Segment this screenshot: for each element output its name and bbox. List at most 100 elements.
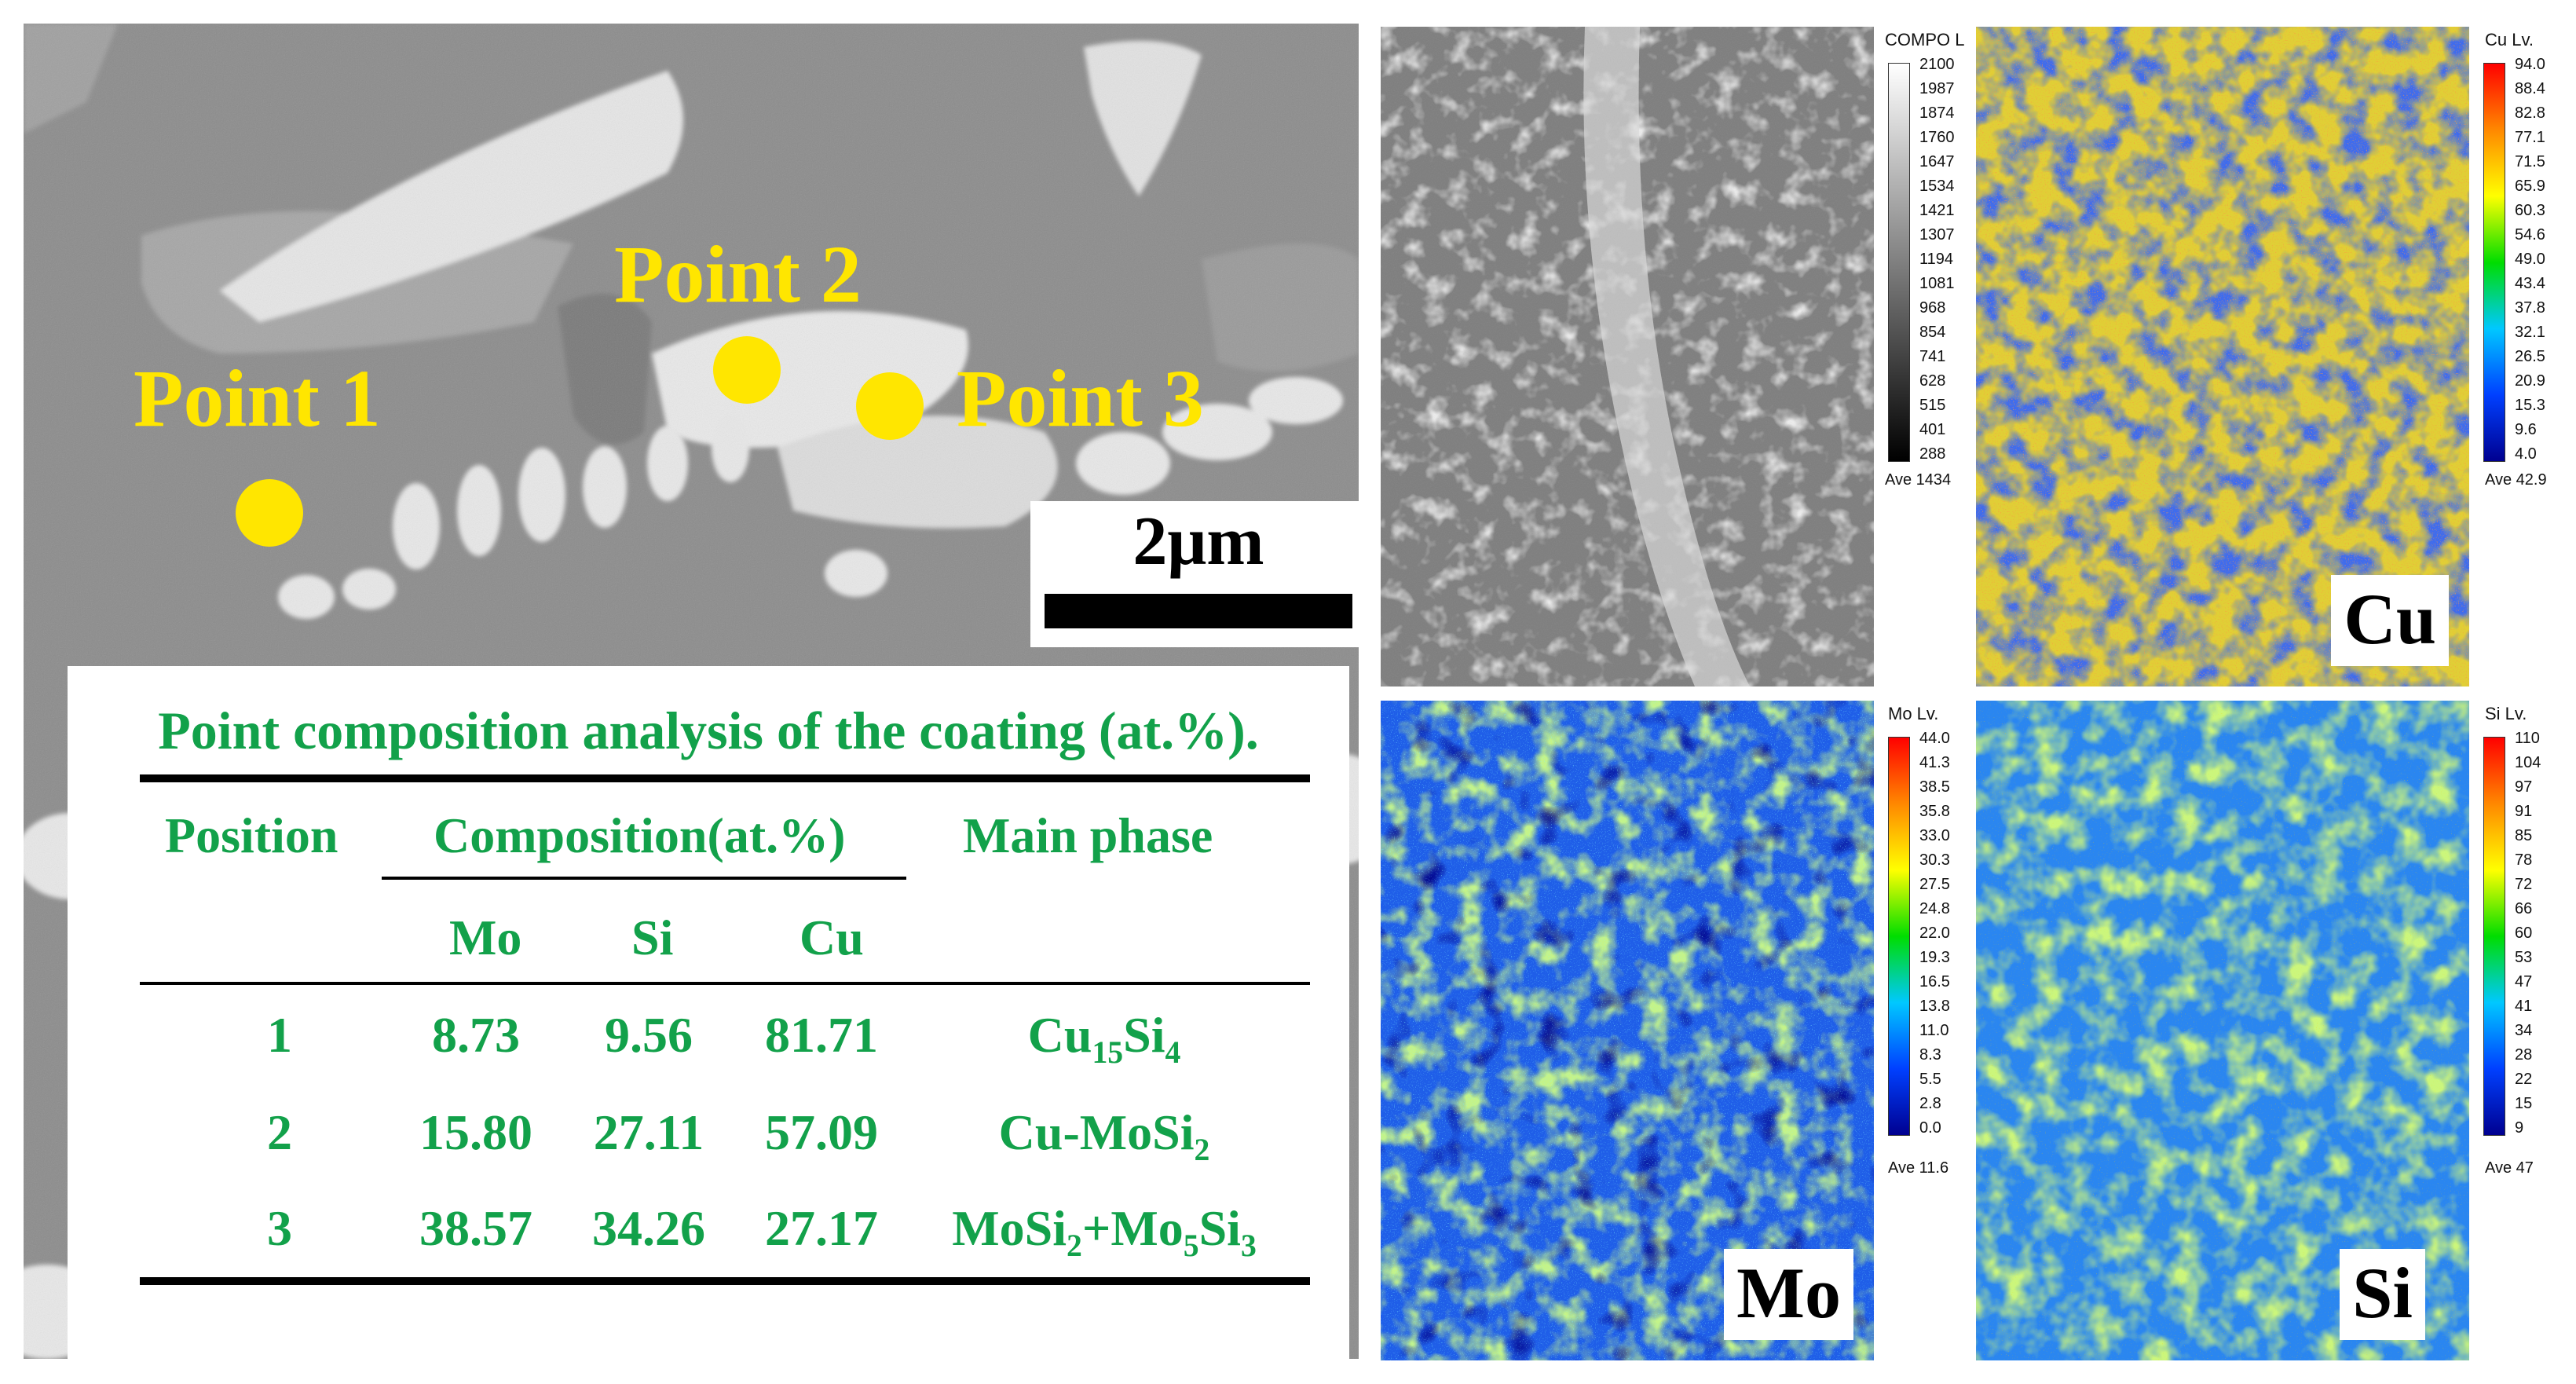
cu-tick: 94.0 bbox=[2515, 56, 2545, 73]
cu-tick: 54.6 bbox=[2515, 226, 2545, 243]
table-title: Point composition analysis of the coatin… bbox=[158, 701, 1259, 760]
mo-average: Ave 11.6 bbox=[1888, 1159, 1949, 1177]
point-1-label: Point 1 bbox=[134, 353, 381, 444]
subheader-mo: Mo bbox=[449, 910, 522, 965]
point-2-label: Point 2 bbox=[614, 229, 862, 320]
compo-tick: 1081 bbox=[1919, 275, 1955, 292]
table-mid-rule bbox=[140, 982, 1310, 985]
mo-tick: 38.5 bbox=[1919, 778, 1950, 796]
cu-tick: 4.0 bbox=[2515, 445, 2537, 463]
compo-tick: 1760 bbox=[1919, 129, 1955, 146]
compo-title-text: COMPO bbox=[1885, 30, 1951, 49]
si-tick: 66 bbox=[2515, 900, 2533, 917]
mo-tick: 33.0 bbox=[1919, 827, 1950, 844]
mo-tick: 8.3 bbox=[1919, 1046, 1941, 1064]
row1-cu: 81.71 bbox=[765, 1007, 878, 1063]
cu-tick: 77.1 bbox=[2515, 129, 2545, 146]
point-1-marker bbox=[236, 479, 303, 547]
si-element-label: Si bbox=[2340, 1249, 2425, 1340]
si-scale-title: Si Lv. bbox=[2485, 704, 2527, 723]
mo-tick: 11.0 bbox=[1919, 1022, 1949, 1039]
cu-tick: 9.6 bbox=[2515, 421, 2537, 438]
compo-tick: 1874 bbox=[1919, 104, 1955, 122]
si-tick: 41 bbox=[2515, 998, 2533, 1015]
si-tick: 78 bbox=[2515, 851, 2533, 869]
cu-tick: 88.4 bbox=[2515, 80, 2545, 97]
si-image bbox=[1976, 701, 2469, 1360]
si-tick: 104 bbox=[2515, 754, 2541, 771]
si-tick: 60 bbox=[2515, 924, 2533, 942]
compo-tick: 288 bbox=[1919, 445, 1946, 463]
row3-si: 34.26 bbox=[592, 1200, 705, 1256]
mo-tick: 0.0 bbox=[1919, 1119, 1941, 1137]
header-main-phase: Main phase bbox=[963, 807, 1213, 863]
cu-map: Cu bbox=[1976, 27, 2469, 687]
si-tick: 91 bbox=[2515, 803, 2533, 820]
si-tick: 110 bbox=[2515, 730, 2540, 747]
si-tick: 53 bbox=[2515, 949, 2533, 966]
mo-tick: 2.8 bbox=[1919, 1095, 1941, 1112]
point-2-marker bbox=[713, 336, 781, 404]
mo-tick: 24.8 bbox=[1919, 900, 1950, 917]
row2-cu: 57.09 bbox=[765, 1104, 878, 1160]
row3-mo: 38.57 bbox=[419, 1200, 532, 1256]
row1-phase: Cu15Si4 bbox=[1027, 1007, 1181, 1070]
si-tick: 28 bbox=[2515, 1046, 2533, 1064]
cu-tick: 37.8 bbox=[2515, 299, 2545, 317]
compo-tick: 1194 bbox=[1919, 251, 1954, 268]
mo-tick: 19.3 bbox=[1919, 949, 1950, 966]
compo-tick: 741 bbox=[1919, 348, 1946, 365]
compo-map bbox=[1381, 27, 1874, 687]
cu-tick: 49.0 bbox=[2515, 251, 2545, 268]
subheader-si: Si bbox=[631, 910, 674, 965]
cu-average: Ave 42.9 bbox=[2485, 471, 2547, 489]
si-tick: 72 bbox=[2515, 876, 2533, 893]
scale-bar-line bbox=[1045, 594, 1352, 628]
cu-colorbar bbox=[2483, 63, 2505, 462]
compo-tick: 1307 bbox=[1919, 226, 1955, 243]
cu-tick: 15.3 bbox=[2515, 397, 2545, 414]
mo-colorbar bbox=[1888, 737, 1910, 1136]
mo-tick: 30.3 bbox=[1919, 851, 1950, 869]
compo-title-suffix: L bbox=[1955, 30, 1965, 49]
mo-tick: 16.5 bbox=[1919, 973, 1950, 990]
cu-scale-title: Cu Lv. bbox=[2485, 30, 2534, 49]
compo-image bbox=[1381, 27, 1874, 687]
cu-tick: 65.9 bbox=[2515, 178, 2545, 195]
cu-tick: 20.9 bbox=[2515, 372, 2545, 390]
row2-position: 2 bbox=[267, 1104, 292, 1160]
compo-tick: 401 bbox=[1919, 421, 1946, 438]
mo-tick: 13.8 bbox=[1919, 998, 1950, 1015]
compo-tick: 1421 bbox=[1919, 202, 1955, 219]
row3-phase: MoSi2+Mo5Si3 bbox=[952, 1200, 1257, 1263]
mo-tick: 41.3 bbox=[1919, 754, 1950, 771]
si-tick: 34 bbox=[2515, 1022, 2533, 1039]
compo-scale-title: COMPO L bbox=[1885, 30, 1965, 50]
scale-bar: 2μm bbox=[1030, 501, 1359, 647]
row1-mo: 8.73 bbox=[432, 1007, 520, 1063]
mo-map: Mo bbox=[1381, 701, 1874, 1360]
subheader-cu: Cu bbox=[800, 910, 864, 965]
mo-tick: 5.5 bbox=[1919, 1071, 1941, 1088]
si-tick: 97 bbox=[2515, 778, 2533, 796]
cu-tick: 43.4 bbox=[2515, 275, 2545, 292]
compo-colorbar bbox=[1888, 63, 1910, 462]
row1-position: 1 bbox=[267, 1007, 292, 1063]
compo-tick: 515 bbox=[1919, 397, 1946, 414]
compo-tick: 968 bbox=[1919, 299, 1946, 317]
mo-tick: 27.5 bbox=[1919, 876, 1950, 893]
cu-tick: 26.5 bbox=[2515, 348, 2545, 365]
scale-bar-label: 2μm bbox=[1132, 503, 1264, 580]
si-tick: 15 bbox=[2515, 1095, 2533, 1112]
si-tick: 47 bbox=[2515, 973, 2533, 990]
compo-tick: 1987 bbox=[1919, 80, 1955, 97]
compo-tick: 2100 bbox=[1919, 56, 1955, 73]
mo-tick: 22.0 bbox=[1919, 924, 1950, 942]
cu-tick: 71.5 bbox=[2515, 153, 2545, 170]
mo-element-label: Mo bbox=[1724, 1249, 1853, 1340]
row2-mo: 15.80 bbox=[419, 1104, 532, 1160]
si-tick: 9 bbox=[2515, 1119, 2524, 1137]
table-bottom-rule bbox=[140, 1277, 1310, 1285]
point-3-label: Point 3 bbox=[957, 353, 1204, 444]
mo-tick: 44.0 bbox=[1919, 730, 1950, 747]
